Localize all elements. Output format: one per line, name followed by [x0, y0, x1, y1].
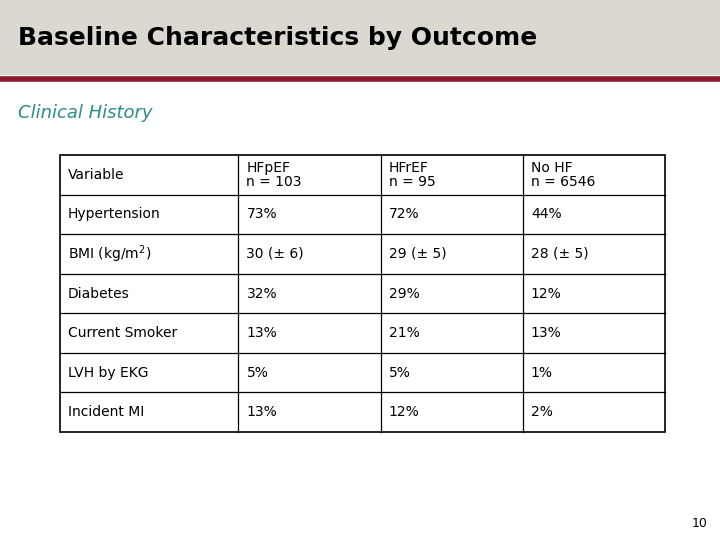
Text: 30 (± 6): 30 (± 6) [246, 247, 304, 261]
Text: 28 (± 5): 28 (± 5) [531, 247, 588, 261]
Text: Baseline Characteristics by Outcome: Baseline Characteristics by Outcome [18, 25, 537, 50]
Text: n = 103: n = 103 [246, 175, 302, 189]
Text: 10: 10 [692, 517, 708, 530]
Text: BMI (kg/m$^2$): BMI (kg/m$^2$) [68, 243, 151, 265]
Text: 13%: 13% [531, 326, 562, 340]
Text: 12%: 12% [531, 287, 562, 300]
Text: 12%: 12% [389, 405, 419, 419]
Text: 2%: 2% [531, 405, 553, 419]
Text: n = 6546: n = 6546 [531, 175, 595, 189]
Text: 13%: 13% [246, 405, 277, 419]
Text: 21%: 21% [389, 326, 419, 340]
Text: Incident MI: Incident MI [68, 405, 144, 419]
Text: Variable: Variable [68, 168, 125, 182]
Text: 44%: 44% [531, 207, 562, 221]
Text: Current Smoker: Current Smoker [68, 326, 177, 340]
Text: Hypertension: Hypertension [68, 207, 161, 221]
Text: 5%: 5% [389, 366, 410, 380]
Text: 29 (± 5): 29 (± 5) [389, 247, 446, 261]
Text: 32%: 32% [246, 287, 277, 300]
Text: 5%: 5% [246, 366, 269, 380]
Text: 13%: 13% [246, 326, 277, 340]
Text: 73%: 73% [246, 207, 277, 221]
Text: 1%: 1% [531, 366, 553, 380]
Text: 72%: 72% [389, 207, 419, 221]
Text: Diabetes: Diabetes [68, 287, 130, 300]
Bar [0, 0, 720, 75]
Text: HFrEF: HFrEF [389, 161, 428, 174]
Text: Clinical History: Clinical History [18, 104, 153, 122]
Text: HFpEF: HFpEF [246, 161, 290, 174]
Text: 29%: 29% [389, 287, 419, 300]
Text: n = 95: n = 95 [389, 175, 436, 189]
Bar [60, 155, 665, 432]
Text: No HF: No HF [531, 161, 572, 174]
Text: LVH by EKG: LVH by EKG [68, 366, 148, 380]
